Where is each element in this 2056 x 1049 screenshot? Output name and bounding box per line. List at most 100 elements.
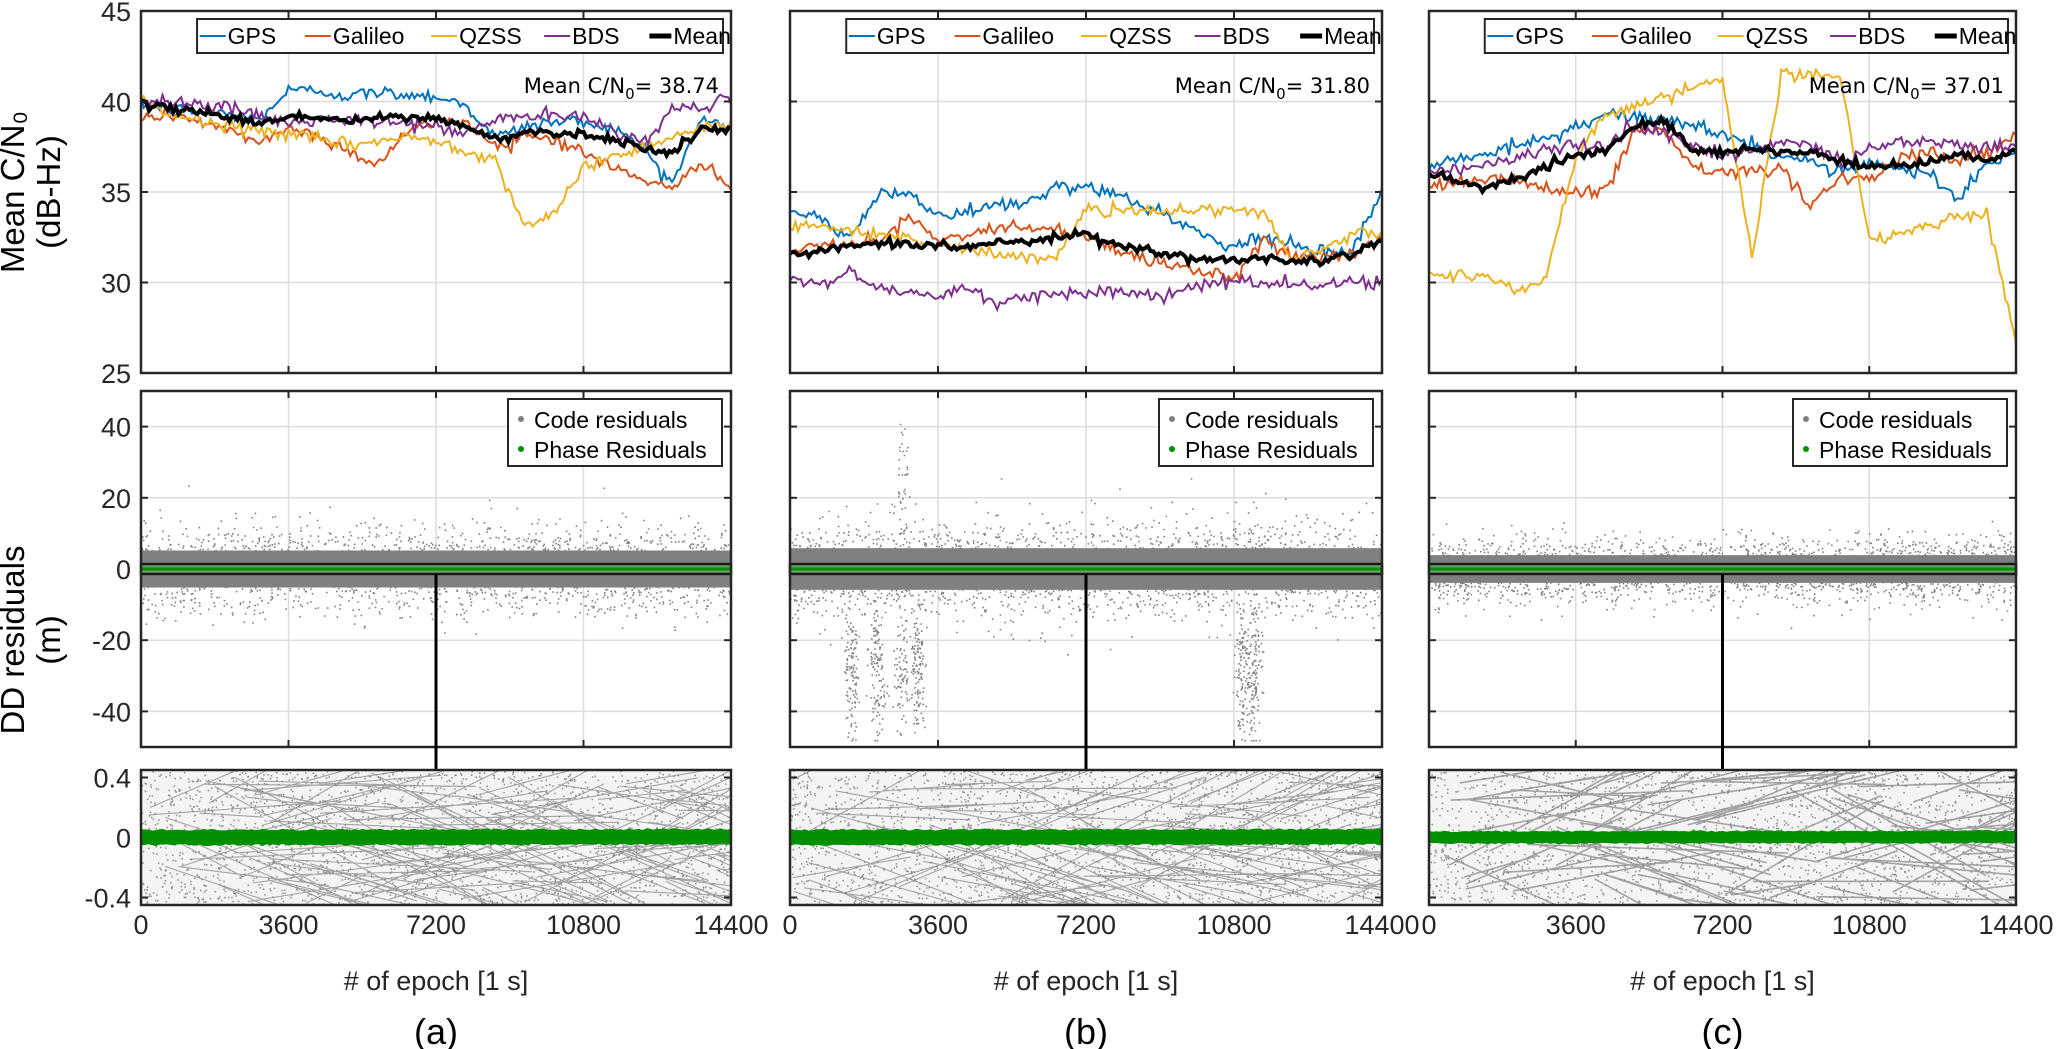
x-tick-label: 10800: [546, 910, 621, 940]
legend-label-bds: BDS: [572, 23, 619, 49]
legend-label-code: Code residuals: [1819, 407, 1972, 433]
x-tick-label: 7200: [406, 910, 466, 940]
x-tick-label: 7200: [1056, 910, 1116, 940]
legend-box: [196, 18, 725, 54]
series-line-galileo: [790, 212, 1382, 284]
y-tick-label: 35: [101, 178, 131, 208]
annotation-value: = 37.01: [1920, 74, 2004, 98]
legend-box: [1483, 18, 2009, 54]
series-line-mean: [790, 226, 1382, 269]
legend-label-mean: Mean: [673, 23, 731, 49]
ylabel-dd-line2: (m): [30, 615, 67, 664]
legend: Code residuals Phase Residuals: [1158, 398, 1374, 467]
y-tick-label: 40: [101, 413, 131, 443]
legend-box: [845, 18, 1375, 54]
legend-label-qzss: QZSS: [459, 23, 522, 49]
annotation-prefix: Mean C/N: [524, 74, 625, 98]
ylabel-cn0-line1: Mean C/N₀: [0, 111, 31, 273]
x-tick-label: 3600: [1546, 910, 1606, 940]
zoomed-residual-plot: [1427, 768, 2018, 907]
x-tick-label: 0: [133, 910, 148, 940]
series-line-bds: [790, 264, 1382, 313]
series-line-mean: [1429, 113, 2016, 196]
annotation-prefix: Mean C/N: [1175, 74, 1276, 98]
legend-box: [507, 398, 723, 467]
x-tick-label: 0: [782, 910, 797, 940]
code-residual-speckle: [790, 770, 1383, 907]
legend-label-gps: GPS: [228, 23, 277, 49]
y-tick-label: 40: [101, 88, 131, 118]
legend-label-gps: GPS: [877, 23, 926, 49]
y-tick-label: 0.4: [93, 764, 131, 794]
code-residual-points: [1431, 520, 2018, 630]
x-tick-label: 10800: [1832, 910, 1907, 940]
annotation-subscript: 0: [1910, 85, 1920, 103]
legend-label-phase: Phase Residuals: [1185, 437, 1358, 463]
series-line-qzss: [1429, 66, 2016, 344]
legend-label-galileo: Galileo: [1620, 23, 1692, 49]
zoomed-residual-plot: -0.4 0 0.4: [84, 764, 733, 914]
y-tick-label: 30: [101, 269, 131, 299]
x-tick-label: 10800: [1196, 910, 1271, 940]
legend: GPS Galileo QZSS BDS Mean: [1483, 18, 2017, 54]
legend: GPS Galileo QZSS BDS Mean: [196, 18, 731, 54]
y-tick-label: 20: [101, 484, 131, 514]
y-tick-label: 0: [116, 555, 131, 585]
panel-label: (b): [1064, 1011, 1108, 1049]
zoomed-residual-plot: [788, 768, 1384, 907]
legend-label-qzss: QZSS: [1746, 23, 1809, 49]
legend-box: [1158, 398, 1374, 467]
legend-label-bds: BDS: [1858, 23, 1905, 49]
phase-residual-band: [141, 828, 731, 847]
x-axis-label: # of epoch [1 s]: [344, 966, 529, 996]
x-axis-label: # of epoch [1 s]: [994, 966, 1179, 996]
y-tick-label: 25: [101, 359, 131, 389]
panel-label: (a): [414, 1011, 458, 1049]
legend-label-code: Code residuals: [534, 407, 687, 433]
axes-frame: [1427, 768, 2018, 907]
phase-residual-band: [1429, 829, 2016, 845]
phase-residual-band: [790, 828, 1382, 846]
residual-plot: -40 -20 0 20 40 Code residuals Phase Residuals: [92, 389, 733, 749]
ylabel-dd-line1: DD residuals: [0, 546, 31, 735]
legend-label-gps: GPS: [1515, 23, 1564, 49]
x-tick-label: 14400: [1344, 910, 1419, 940]
y-axis-labels: Mean C/N₀ (dB-Hz) DD residuals (m): [0, 111, 67, 735]
cn0-plot: 25 30 35 40 45 GPS Galileo QZSS BDS Mean Mean C/N0…: [101, 0, 733, 389]
mean-cn0-annotation: Mean C/N0= 38.74: [524, 74, 719, 103]
series-line-qzss: [141, 94, 731, 228]
legend: Code residuals Phase Residuals: [1792, 398, 2008, 467]
x-axis-label: # of epoch [1 s]: [1630, 966, 1815, 996]
legend-box: [1792, 398, 2008, 467]
legend-label-mean: Mean: [1959, 23, 2017, 49]
series-line-galileo: [1429, 124, 2016, 212]
legend-marker-phase: [1803, 446, 1809, 452]
x-tick-label: 3600: [908, 910, 968, 940]
annotation-value: = 38.74: [635, 74, 719, 98]
legend-marker-phase: [1169, 446, 1175, 452]
legend-marker-phase: [518, 446, 524, 452]
series-line-qzss: [790, 198, 1382, 266]
legend-marker-code: [1803, 416, 1809, 422]
cn0-plot: GPS Galileo QZSS BDS Mean Mean C/N0= 37.01: [1427, 9, 2018, 375]
panel-label: (c): [1702, 1011, 1744, 1049]
annotation-prefix: Mean C/N: [1809, 74, 1910, 98]
mean-cn0-annotation: Mean C/N0= 37.01: [1809, 74, 2004, 103]
legend: GPS Galileo QZSS BDS Mean: [845, 18, 1382, 54]
annotation-subscript: 0: [1276, 85, 1286, 103]
legend-label-galileo: Galileo: [333, 23, 405, 49]
y-tick-label: 0: [116, 824, 131, 854]
code-residual-points: [790, 423, 1383, 742]
legend-label-code: Code residuals: [1185, 407, 1338, 433]
legend-label-phase: Phase Residuals: [1819, 437, 1992, 463]
x-tick-label: 14400: [1978, 910, 2053, 940]
annotation-subscript: 0: [625, 85, 635, 103]
legend: Code residuals Phase Residuals: [507, 398, 723, 467]
legend-marker-code: [518, 416, 524, 422]
legend-label-mean: Mean: [1324, 23, 1382, 49]
y-tick-label: 45: [101, 0, 131, 27]
axes-frame: [788, 768, 1384, 907]
series-line-mean: [141, 98, 731, 160]
